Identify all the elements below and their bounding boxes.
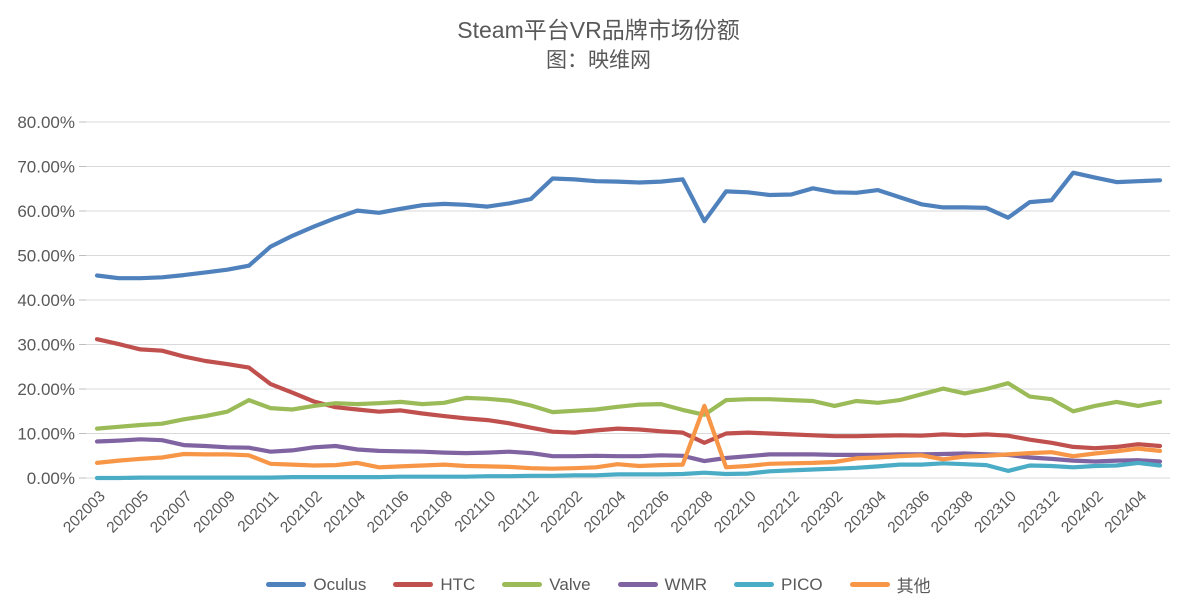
legend-item-Oculus: Oculus [266, 575, 366, 595]
chart-subtitle: 图：映维网 [546, 49, 651, 72]
x-axis-label: 202106 [364, 488, 413, 537]
x-axis-label: 202104 [321, 488, 370, 537]
x-axis-label: 202112 [495, 488, 543, 536]
x-axis-label: 202206 [624, 488, 673, 537]
legend-label: 其他 [896, 577, 931, 596]
x-axis-label: 202102 [277, 488, 326, 537]
y-axis-label: 70.00% [17, 158, 75, 177]
legend-swatch-icon [266, 582, 307, 587]
legend-item-HTC: HTC [393, 575, 475, 595]
y-axis-label: 0.00% [27, 469, 75, 488]
legend-swatch-icon [617, 582, 658, 587]
legend-swatch-icon [849, 582, 890, 587]
x-axis-label: 202208 [668, 488, 717, 537]
series-line-Oculus [94, 170, 1163, 281]
y-axis-label: 30.00% [17, 336, 75, 355]
legend-swatch-icon [502, 582, 543, 587]
y-axis-label: 50.00% [17, 247, 75, 266]
x-axis-label: 202212 [754, 488, 803, 537]
y-axis-label: 80.00% [17, 113, 75, 132]
x-axis-label: 202306 [885, 488, 934, 537]
x-axis-label: 202210 [711, 488, 760, 537]
x-axis-label: 202302 [798, 488, 847, 537]
y-axis-label: 10.00% [17, 425, 75, 444]
series-line-其他 [94, 403, 1163, 471]
x-axis-label: 202312 [1015, 488, 1064, 537]
x-axis-label: 202308 [928, 488, 977, 537]
legend-item-Valve: Valve [502, 574, 591, 595]
x-axis-label: 202204 [581, 488, 630, 537]
x-axis-label: 202304 [841, 488, 890, 537]
x-axis-label: 202402 [1058, 488, 1107, 537]
y-axis-label: 60.00% [17, 202, 75, 221]
legend-swatch-icon [734, 582, 775, 587]
legend-label: Valve [549, 574, 591, 594]
series-line-PICO [94, 460, 1163, 481]
x-axis-label: 202007 [147, 488, 196, 537]
series-line-Valve [94, 381, 1163, 431]
y-axis-label: 20.00% [17, 380, 75, 399]
legend-swatch-icon [393, 582, 434, 587]
x-axis-label: 202009 [190, 488, 239, 537]
legend-item-其他: 其他 [849, 572, 931, 597]
legend-label: Oculus [313, 574, 367, 594]
chart-title: Steam平台VR品牌市场份额 [457, 17, 740, 43]
x-axis-label: 202404 [1102, 488, 1151, 537]
chart-title-block: Steam平台VR品牌市场份额 图：映维网 [0, 14, 1197, 76]
x-axis-label: 202005 [104, 488, 153, 537]
x-axis-label: 202110 [452, 488, 500, 536]
series-line-HTC [94, 337, 1163, 451]
x-axis-label: 202310 [971, 488, 1020, 537]
x-axis-label: 202003 [60, 488, 109, 537]
x-axis-label: 202108 [407, 488, 456, 537]
legend-label: WMR [664, 574, 708, 594]
legend-item-PICO: PICO [734, 575, 823, 595]
x-axis-label: 202011 [235, 488, 283, 536]
legend-item-WMR: WMR [617, 574, 708, 595]
legend-label: PICO [781, 574, 823, 594]
legend-label: HTC [440, 574, 476, 594]
y-axis-label: 40.00% [17, 291, 75, 310]
chart-legend: Oculus HTC Valve WMR PICO 其他 [0, 572, 1197, 597]
x-axis-label: 202202 [537, 488, 586, 537]
